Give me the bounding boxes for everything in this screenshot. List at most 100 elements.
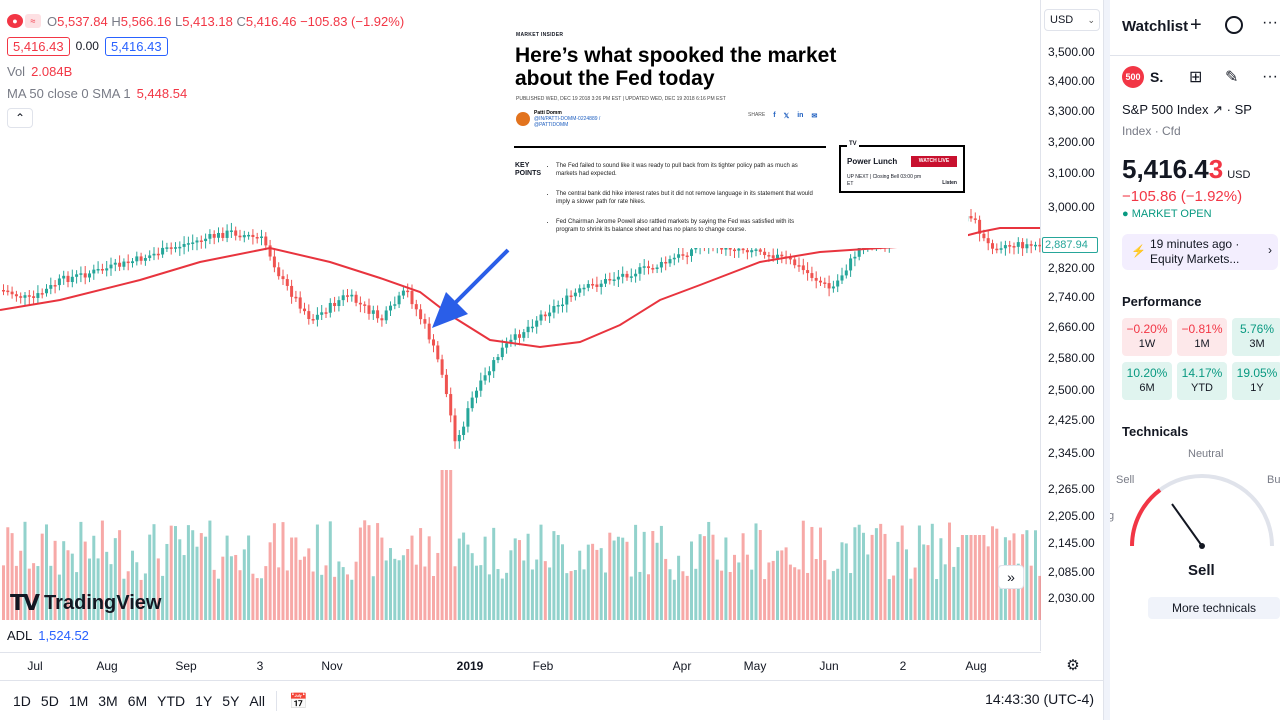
collapse-legend-button[interactable]: ⌃ [7,108,33,128]
candle [32,296,36,298]
range-ytd[interactable]: YTD [157,692,186,709]
range-6m[interactable]: 6M [127,692,148,709]
candle [758,249,762,252]
range-all[interactable]: All [249,692,265,709]
settings-gear-icon[interactable]: ⚙ [1066,657,1080,674]
range-1y[interactable]: 1Y [195,692,213,709]
candle [475,390,478,398]
range-1d[interactable]: 1D [13,692,31,709]
candle [552,306,556,313]
more-options-icon[interactable]: ··· [1262,68,1278,85]
volume-bar [358,527,362,620]
adl-value: 1,524.52 [38,628,89,643]
range-5d[interactable]: 5D [40,692,59,709]
symbol-flags[interactable]: ● ≈ [7,14,41,28]
watchlist-title[interactable]: Watchlist [1122,18,1189,35]
candle [582,287,586,290]
calendar-goto-icon[interactable]: 📅 [288,692,308,710]
volume-bar [174,526,177,620]
ma-label[interactable]: MA 50 close 0 SMA 1 [7,85,131,101]
price-tick: 2,085.00 [1048,565,1095,579]
volume-bar [1025,530,1029,620]
performance-cell-1w[interactable]: −0.20% 1W [1122,318,1172,356]
candle [75,274,79,277]
symbol-ticker[interactable]: S. [1150,69,1164,85]
pie-chart-icon[interactable] [1225,16,1243,34]
candle [505,343,509,348]
scroll-to-realtime-button[interactable]: » [998,565,1024,589]
price-tick: 3,300.00 [1048,104,1095,118]
candle [788,257,792,260]
candle [113,262,117,265]
latest-news-button[interactable]: ⚡ 19 minutes ago · Equity Markets... › [1122,234,1278,270]
candle [165,247,169,249]
price-chart[interactable] [0,0,1041,651]
clock-timezone[interactable]: 14:43:30 (UTC-4) [985,691,1094,707]
panel-divider[interactable] [1104,0,1110,720]
tradingview-logo[interactable]: 𝗧𝗩 TradingView [10,590,162,615]
volume-bar [870,534,874,620]
candle [819,280,822,283]
volume-bar [509,550,513,620]
volume-bar [419,528,423,620]
volume-bar [767,562,771,620]
volume-bar [376,523,380,620]
volume-bar [105,551,109,620]
volume-bar [853,527,857,620]
candle [182,243,186,247]
wave-icon: ≈ [25,14,41,28]
candle [814,277,818,281]
performance-cell-ytd[interactable]: 14.17% YTD [1177,362,1227,400]
volume-bar [83,541,87,620]
volume-bar [677,555,681,620]
key-point: The central bank did hike interest rates… [556,190,816,206]
ask-price[interactable]: 5,416.43 [104,36,168,56]
candle [655,267,659,270]
symbol-logo-icon: ● [7,14,23,28]
range-3m[interactable]: 3M [98,692,118,709]
time-axis[interactable]: Jul Aug Sep 3 Nov 2019 Feb Apr May Jun 2 Aug [0,652,1041,678]
volume-bar [27,568,31,620]
bid-price[interactable]: 5,416.43 [7,36,70,56]
time-tick: Aug [96,659,118,673]
range-5y[interactable]: 5Y [222,692,240,709]
performance-cell-3m[interactable]: 5.76% 3M [1232,318,1280,356]
volume-bar [195,546,199,620]
more-technicals-button[interactable]: More technicals [1148,597,1280,619]
currency-select[interactable]: USD ⌄ [1044,9,1100,31]
price-tick: 2,500.00 [1048,383,1095,397]
volume-bar [49,565,53,620]
more-icon[interactable]: ··· [1262,14,1278,31]
email-icon: ✉ [811,113,818,120]
ohlc-values: O5,537.84 H5,566.16 L5,413.18 C5,416.46 … [47,13,405,29]
volume-bar [303,556,306,620]
performance-cell-1m[interactable]: −0.81% 1M [1177,318,1227,356]
plot-area[interactable]: ● ≈ O5,537.84 H5,566.16 L5,413.18 C5,416.… [0,0,1041,651]
candle [780,254,784,257]
performance-cell-6m[interactable]: 10.20% 6M [1122,362,1172,400]
volume-bar [982,535,986,620]
technicals-gauge[interactable]: Neutral Sell Bu g Sell [1110,446,1280,579]
performance-value: 14.17% [1181,366,1223,380]
candle [410,290,414,305]
cnbc-tv-logo: TV [847,141,859,147]
price-tick: 2,740.00 [1048,290,1095,304]
volume-bar [221,556,225,620]
candle [659,261,663,268]
volume-bar [260,578,263,620]
performance-cell-1y[interactable]: 19.05% 1Y [1232,362,1280,400]
adl-indicator[interactable]: ADL 1,524.52 [7,628,89,643]
volume-bar [161,575,165,620]
volume-bar [208,520,212,620]
grid-icon[interactable]: ⊞ [1189,69,1203,86]
volume-bar [960,535,964,620]
add-symbol-icon[interactable]: + [1190,14,1202,36]
tv-listen: Listen [942,180,957,186]
candle [496,357,500,361]
volume-bar [281,522,285,620]
range-1m[interactable]: 1M [68,692,89,709]
volume-bar [539,524,543,620]
volume-bar [1029,565,1033,620]
edit-icon[interactable]: ✎ [1225,69,1239,86]
price-axis[interactable]: 3,500.00 3,400.00 3,300.00 3,200.00 3,100.00… [1042,0,1104,651]
